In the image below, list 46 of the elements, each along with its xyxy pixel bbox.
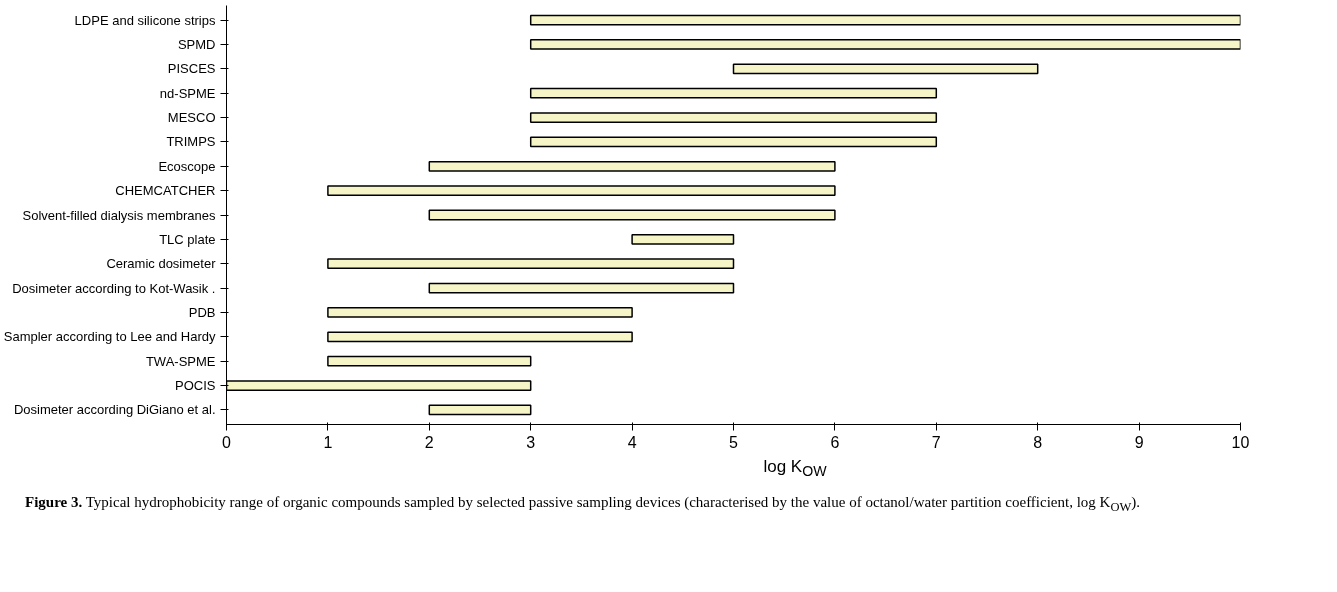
caption: Figure 3. Typical hydrophobicity range of organic compounds sampled by selected passive sampling devices (characterised by the value of octanol/water partition coefficient, log K$_{OW}$). xyxy=(25,492,1141,516)
bar xyxy=(529,87,938,99)
bar xyxy=(428,404,532,416)
x-tick-label: 3 xyxy=(526,433,536,451)
bar xyxy=(327,331,633,343)
y-tick-label: Dosimeter according to Kot-Wasik . xyxy=(12,280,216,296)
x-tick-label: 7 xyxy=(931,433,941,451)
bar xyxy=(327,355,532,367)
bar xyxy=(529,136,938,148)
bar xyxy=(428,282,735,294)
y-tick-label: Dosimeter according DiGiano et al. xyxy=(13,402,216,418)
bar xyxy=(529,14,1241,26)
bar xyxy=(428,209,836,221)
y-tick-label: TRIMPS xyxy=(166,134,216,150)
y-tick-label: TWA-SPME xyxy=(145,353,216,369)
x-tick-label: 1 xyxy=(323,433,333,451)
x-tick-label: 4 xyxy=(627,433,637,451)
x-tick-label: 10 xyxy=(1231,433,1250,451)
bar xyxy=(732,63,1039,75)
x-axis-title: log K$_{OW}$ xyxy=(763,456,827,482)
y-tick-label: LDPE and silicone strips xyxy=(74,12,216,28)
x-tick-label: 5 xyxy=(729,433,739,451)
bar xyxy=(529,39,1241,50)
x-tick-label: 6 xyxy=(830,433,840,451)
bar xyxy=(327,307,633,318)
y-tick-label: PDB xyxy=(188,304,216,320)
y-tick-label: MESCO xyxy=(167,110,216,126)
y-tick-label: TLC plate xyxy=(159,231,216,247)
bar xyxy=(327,258,735,270)
bar xyxy=(529,112,938,123)
bar xyxy=(428,160,836,172)
x-tick-label: 2 xyxy=(424,433,434,451)
y-tick-label: Sampler according to Lee and Hardy xyxy=(3,329,216,345)
y-tick-label: SPMD xyxy=(177,36,216,52)
y-tick-label: POCIS xyxy=(175,378,216,394)
bar xyxy=(327,185,836,197)
x-tick-label: 8 xyxy=(1033,433,1043,451)
y-tick-label: nd-SPME xyxy=(159,85,216,101)
bar xyxy=(631,233,735,245)
x-tick-label: 0 xyxy=(222,433,232,451)
y-tick-label: PISCES xyxy=(167,61,216,77)
y-tick-label: Solvent-filled dialysis membranes xyxy=(22,207,216,223)
x-tick-label: 9 xyxy=(1134,433,1144,451)
y-tick-label: Ceramic dosimeter xyxy=(106,256,217,272)
y-tick-label: Ecoscope xyxy=(158,158,216,174)
y-tick-label: CHEMCATCHER xyxy=(115,183,216,199)
